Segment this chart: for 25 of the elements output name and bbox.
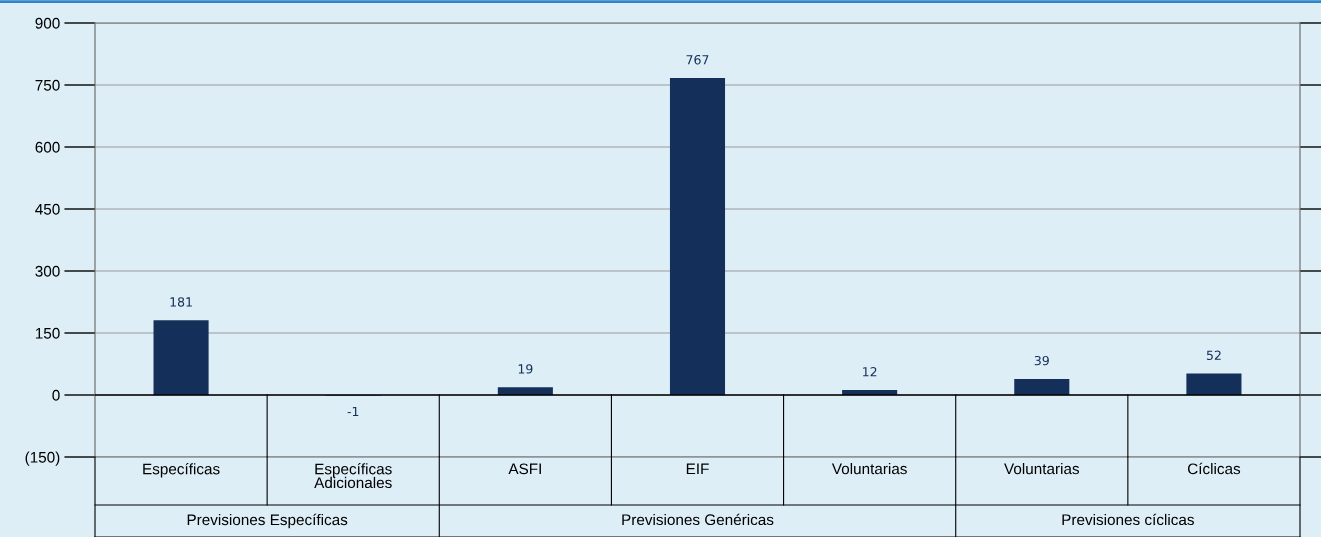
x-tick-label: Voluntarias: [831, 463, 907, 475]
y-tick-label: 150: [35, 327, 60, 339]
x-tick-label: Voluntarias: [1004, 463, 1080, 475]
y-tick-label: (150): [25, 451, 60, 466]
data-label: 181: [170, 297, 192, 307]
data-label: 19: [518, 364, 533, 374]
data-label: -1: [347, 406, 359, 417]
x-tick-label: Cíclicas: [1187, 462, 1241, 475]
y-tick-label: 750: [35, 79, 60, 91]
data-label: 767: [686, 54, 709, 65]
text: Previsiones Genéricas: [622, 513, 774, 526]
data-label: 52: [1206, 350, 1221, 360]
y-tick-label: 300: [35, 265, 60, 277]
x-tick-label: Específicas: [143, 463, 220, 478]
x-tick-label: Específicas Adicionales: [314, 463, 392, 489]
x-tick-label: ASFI: [508, 463, 541, 475]
data-label: 12: [863, 367, 877, 377]
data-label: 39: [1034, 355, 1049, 366]
text: Previsiones Específicas: [187, 513, 348, 529]
y-tick-label: 0: [52, 389, 60, 401]
text: Previsiones cíclicas: [1062, 513, 1194, 526]
y-tick-label: 600: [35, 141, 60, 153]
x-tick-label: EIF: [686, 463, 709, 475]
y-tick-label: 900: [35, 17, 60, 29]
y-tick-label: 450: [35, 203, 60, 215]
